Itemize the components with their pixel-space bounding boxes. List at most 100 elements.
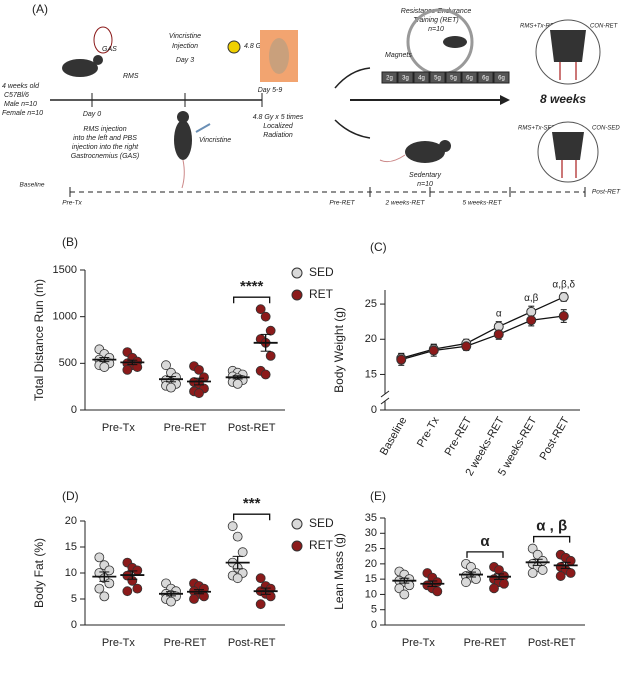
weight: [493, 71, 510, 84]
data-point: [194, 364, 204, 375]
label: RMS injection: [83, 126, 126, 133]
data-point: [404, 580, 415, 591]
label: Vincristine: [169, 33, 201, 40]
weight: [413, 71, 430, 84]
significance-label: α: [496, 308, 502, 319]
data-point: [471, 574, 481, 585]
panel-label: (C): [370, 240, 387, 254]
x-tick-label: Pre-Tx: [102, 637, 136, 649]
data-point: [565, 568, 576, 578]
data-point: [432, 586, 443, 597]
label: into the left and PBS: [73, 135, 137, 142]
arrow-head: [500, 95, 510, 105]
data-point: [132, 565, 143, 576]
weight-label: 4g: [418, 76, 425, 82]
y-axis-label: Body Fat (%): [32, 538, 46, 608]
weight-label: 6g: [482, 76, 489, 82]
significance-label: ***: [243, 495, 261, 512]
timeline-label: 2 weeks-RET: [384, 200, 425, 207]
data-point: [94, 552, 105, 563]
data-point: [265, 350, 276, 361]
y-tick-label: 1000: [53, 311, 77, 323]
label: Day 3: [176, 57, 194, 64]
data-point: [260, 311, 271, 322]
data-point: [555, 571, 566, 581]
x-tick-label: Pre-RET: [464, 637, 507, 649]
arrow: [334, 119, 371, 139]
data-point: [194, 388, 204, 399]
data-point: [237, 547, 248, 558]
y-tick-label: 15: [365, 573, 377, 585]
data-point: [132, 362, 143, 372]
label: 4.8 Gy x 5 times: [253, 114, 304, 121]
significance-bracket: [233, 296, 271, 304]
label: n=10: [417, 181, 433, 188]
y-tick-label: 10: [365, 588, 377, 600]
data-point: [461, 341, 472, 352]
data-point: [255, 599, 266, 610]
mouse-hind: [552, 132, 584, 160]
mouse: [269, 38, 289, 74]
panel-label: (D): [62, 489, 79, 503]
weight-label: 3g: [402, 76, 409, 82]
panel-label: (B): [62, 235, 78, 249]
x-tick-label: Baseline: [378, 415, 409, 458]
label: Gastrocnemius (GAS): [71, 153, 139, 160]
y-tick-label: 0: [371, 619, 377, 631]
label: Vincristine: [199, 137, 231, 144]
significance-bracket: [466, 551, 504, 558]
y-axis-label: Lean Mass (g): [332, 533, 346, 610]
data-point: [526, 306, 537, 317]
panel-label: (E): [370, 489, 386, 503]
label: Localized: [263, 123, 294, 130]
x-tick-label: Pre-Tx: [102, 422, 136, 434]
y-tick-label: 5: [71, 593, 77, 605]
label: Magnets: [385, 52, 412, 59]
cohort: C57Bl/6: [4, 92, 29, 99]
significance-label: α,β: [524, 293, 539, 304]
y-tick-label: 15: [365, 368, 377, 380]
label: Sedentary: [409, 172, 441, 179]
muscle: [93, 26, 113, 54]
legend-label: RET: [309, 538, 334, 552]
data-point: [199, 591, 209, 602]
legend-label: SED: [309, 516, 334, 530]
y-tick-label: 0: [371, 404, 377, 416]
x-tick-label: Pre-RET: [164, 637, 207, 649]
data-point: [122, 586, 133, 597]
data-point: [461, 577, 471, 588]
data-point: [493, 329, 504, 340]
significance-label: α , β: [536, 518, 567, 535]
data-point: [265, 325, 276, 336]
x-tick-label: Post-RET: [228, 422, 276, 434]
data-point: [399, 589, 410, 600]
data-point: [227, 521, 238, 532]
mouse: [443, 36, 467, 48]
weight: [461, 71, 478, 84]
weight-label: 6g: [466, 76, 473, 82]
weight-label: 2g: [386, 76, 393, 82]
data-point: [428, 345, 439, 356]
x-tick-label: Pre-Tx: [415, 415, 442, 450]
data-point: [189, 594, 199, 604]
label: n=10: [428, 26, 444, 33]
data-point: [265, 591, 276, 602]
x-tick-label: Pre-RET: [443, 415, 475, 458]
legend-marker: [291, 267, 303, 279]
schematic: (A) 4 weeks old C57Bl/6 Male n=10 Female…: [2, 2, 621, 207]
data-point: [104, 565, 115, 576]
legend-marker: [291, 540, 303, 552]
significance-label: α,β,δ: [552, 279, 575, 290]
y-tick-label: 0: [71, 404, 77, 416]
cohort: Male n=10: [4, 101, 37, 108]
data-point: [260, 369, 271, 380]
cohort: Female n=10: [2, 110, 43, 117]
data-point: [166, 382, 176, 393]
y-axis-label: Total Distance Run (m): [32, 279, 46, 401]
mouse-hind: [550, 30, 586, 62]
data-point: [499, 578, 509, 589]
y-tick-label: 25: [365, 542, 377, 554]
mouse: [174, 120, 192, 160]
significance-label: ****: [240, 278, 264, 295]
weights: 2g 3g 4g 5g 5g 6g 6g 6g: [381, 71, 510, 84]
